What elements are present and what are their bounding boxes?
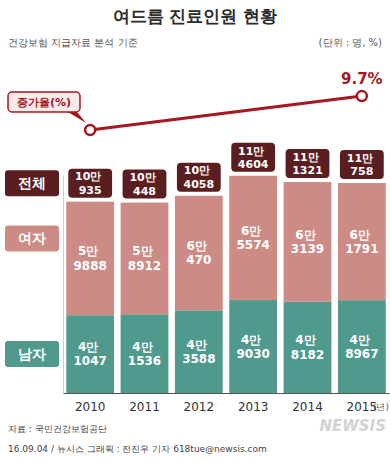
total-label: 11만 758 — [347, 152, 377, 178]
bar — [66, 202, 114, 316]
x-axis: 201020112012201320142015 — [64, 393, 390, 414]
x-axis-title: (년) — [373, 402, 389, 412]
bar — [121, 314, 169, 393]
total-label: 10만 4058 — [184, 164, 215, 190]
bar — [175, 310, 223, 393]
x-tick: 2013 — [238, 393, 269, 414]
y-axis — [63, 176, 65, 394]
growth-name-box — [8, 92, 80, 112]
growth-line — [90, 96, 362, 130]
bar — [338, 300, 386, 393]
bar — [229, 300, 277, 393]
background — [0, 0, 390, 463]
x-tick: 2012 — [184, 393, 215, 414]
total-label: 10만 448 — [129, 171, 159, 197]
x-tick: 2014 — [292, 393, 323, 414]
row-label-box — [5, 225, 59, 251]
growth-pointer — [66, 111, 86, 123]
growth-point — [357, 91, 367, 101]
totals: 10만 935 10만 448 10만 4058 11만 4604 11만 1321 11… — [68, 143, 383, 199]
total-label: 10만 935 — [75, 170, 105, 196]
x-tick-label: 2011 — [129, 400, 160, 414]
row-label-box — [5, 341, 59, 367]
row-label-box — [5, 170, 59, 196]
credit: 16.09.04 / 뉴시스 그래픽 : 전진우 기자 618tue@newsi… — [8, 444, 267, 454]
data-label: 6만 470 — [186, 239, 211, 267]
growth-labels: 9.7% 증가율(%) — [8, 70, 383, 123]
subtitle: 건강보험 지급자료 분석 기준 — [8, 37, 138, 48]
total-box — [123, 170, 167, 199]
x-tick-label: 2010 — [75, 400, 106, 414]
total-label: 11만 4604 — [238, 145, 269, 171]
row-label: 전체 — [18, 175, 46, 191]
data-label: 4만 1536 — [128, 340, 161, 368]
bars — [66, 176, 385, 393]
bar — [175, 196, 223, 311]
x-axis-line — [64, 393, 390, 394]
growth-line-group — [85, 91, 367, 135]
growth-name: 증가율(%) — [17, 96, 71, 109]
bar — [284, 302, 332, 393]
y-axis-line — [63, 176, 64, 394]
total-box — [68, 169, 112, 198]
row-labels: 전체남자 여자 — [5, 170, 59, 367]
data-label: 4만 1047 — [73, 340, 106, 368]
total-box — [340, 150, 384, 179]
data-label: 6만 5574 — [236, 224, 269, 252]
bar — [284, 182, 332, 302]
data-label: 5만 9888 — [73, 244, 106, 272]
chart: 여드름 진료인원 현황건강보험 지급자료 분석 기준 (단위 : 명, %) 4만 … — [0, 0, 390, 463]
data-label: 4만 9030 — [236, 333, 269, 361]
data-label: 4만 8182 — [291, 333, 324, 361]
total-box — [286, 149, 330, 178]
total-box — [177, 163, 221, 192]
row-label: 여자 — [18, 230, 46, 246]
data-labels: 4만 1047 4만 1536 4만 3588 4만 9030 4만 8182 4만 89… — [73, 224, 378, 369]
x-tick-label: 2014 — [292, 400, 323, 414]
x-tick-label: 2012 — [184, 400, 215, 414]
growth-label: 9.7% — [341, 70, 383, 88]
data-label: 4만 3588 — [182, 338, 215, 366]
growth-point — [85, 125, 95, 135]
x-tick: 2011 — [129, 393, 160, 414]
source: 자료 : 국민건강보험공단 — [8, 424, 107, 434]
total-label: 11만 1321 — [292, 151, 323, 177]
x-tick-label: 2013 — [238, 400, 269, 414]
total-box — [231, 143, 275, 172]
title: 여드름 진료인원 현황 — [113, 6, 278, 26]
data-label: 5만 8912 — [128, 244, 161, 272]
bar — [66, 315, 114, 393]
data-label: 6만 1791 — [345, 228, 378, 256]
bar — [229, 176, 277, 300]
data-label: 4만 8967 — [345, 333, 378, 361]
watermark: NEWSIS — [319, 417, 386, 435]
data-label: 6만 3139 — [291, 228, 324, 256]
row-label: 남자 — [18, 346, 46, 362]
bar — [338, 183, 386, 300]
x-tick: 2010 — [75, 393, 106, 414]
bar — [121, 203, 169, 315]
unit: (단위 : 명, %) — [319, 37, 382, 48]
